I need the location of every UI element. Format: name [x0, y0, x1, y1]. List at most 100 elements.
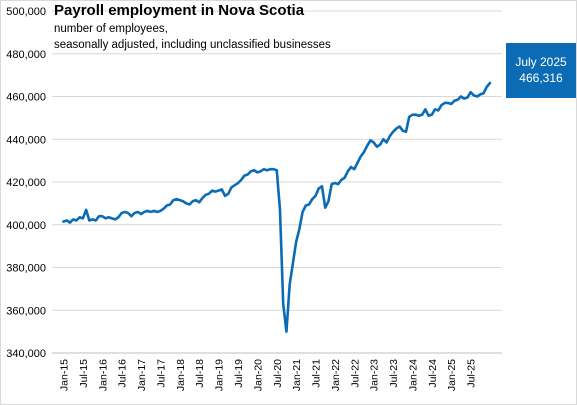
data-point: [357, 162, 359, 164]
y-tick-label: 340,000: [6, 348, 46, 360]
x-tick-label: Jul-23: [388, 359, 400, 388]
data-point: [198, 201, 200, 203]
data-point: [408, 116, 410, 118]
data-point: [360, 155, 362, 157]
data-point: [418, 115, 420, 117]
data-point: [321, 185, 323, 187]
data-point: [447, 102, 449, 104]
data-point: [66, 220, 68, 222]
data-point: [250, 170, 252, 172]
x-tick-label: Jul-18: [194, 359, 206, 388]
data-point: [373, 142, 375, 144]
data-point: [379, 144, 381, 146]
data-point: [182, 200, 184, 202]
data-point: [98, 215, 100, 217]
data-point: [324, 207, 326, 209]
data-point: [85, 209, 87, 211]
data-point: [169, 204, 171, 206]
data-point: [386, 142, 388, 144]
data-point: [434, 108, 436, 110]
x-tick-label: Jul-16: [117, 359, 129, 388]
data-point: [402, 130, 404, 132]
data-point: [395, 128, 397, 130]
data-point: [266, 169, 268, 171]
data-point: [247, 174, 249, 176]
data-point: [214, 191, 216, 193]
data-point: [376, 146, 378, 148]
y-axis: 340,000 360,000 380,000 400,000 420,000 440,0…: [6, 6, 46, 360]
data-point: [244, 175, 246, 177]
x-tick-label: Jul-20: [272, 359, 284, 388]
data-point: [437, 109, 439, 111]
data-point: [108, 216, 110, 218]
data-point: [227, 193, 229, 195]
x-tick-label: Jan-17: [136, 359, 148, 391]
data-point: [311, 198, 313, 200]
data-point: [282, 303, 284, 305]
data-point: [405, 131, 407, 133]
data-point: [240, 179, 242, 181]
data-point: [92, 219, 94, 221]
data-point: [289, 284, 291, 286]
data-point: [392, 131, 394, 133]
y-tick-label: 440,000: [6, 134, 46, 146]
data-point: [218, 190, 220, 192]
chart-subtitle-line-1: number of employees,: [54, 23, 168, 35]
data-point: [140, 213, 142, 215]
data-point: [76, 220, 78, 222]
x-tick-label: Jul-19: [233, 359, 245, 388]
data-point: [424, 108, 426, 110]
data-point: [79, 216, 81, 218]
data-point: [127, 212, 129, 214]
data-point: [114, 219, 116, 221]
data-point: [163, 208, 165, 210]
data-point: [185, 202, 187, 204]
x-tick-label: Jan-18: [175, 359, 187, 391]
data-point: [415, 114, 417, 116]
x-tick-label: Jul-24: [427, 359, 439, 388]
y-tick-label: 380,000: [6, 263, 46, 275]
data-point: [121, 212, 123, 214]
data-point: [353, 168, 355, 170]
data-point: [302, 211, 304, 213]
data-point: [483, 92, 485, 94]
data-point: [315, 195, 317, 197]
data-point: [337, 183, 339, 185]
data-point: [363, 151, 365, 153]
y-tick-label: 360,000: [6, 305, 46, 317]
data-point: [63, 221, 65, 223]
data-point: [124, 211, 126, 213]
x-tick-label: Jan-20: [252, 359, 264, 391]
y-tick-label: 460,000: [6, 92, 46, 104]
data-point: [382, 138, 384, 140]
data-point: [444, 102, 446, 104]
data-point: [331, 183, 333, 185]
data-point: [172, 199, 174, 201]
data-point: [72, 219, 74, 221]
data-point: [334, 182, 336, 184]
data-point: [253, 169, 255, 171]
data-point: [189, 204, 191, 206]
data-point: [195, 199, 197, 201]
data-point: [202, 197, 204, 199]
data-point: [101, 215, 103, 217]
data-point: [153, 210, 155, 212]
data-point: [234, 184, 236, 186]
data-point: [276, 169, 278, 171]
data-point: [221, 189, 223, 191]
data-point: [88, 220, 90, 222]
data-point: [118, 216, 120, 218]
data-point: [208, 193, 210, 195]
data-point: [479, 93, 481, 95]
x-tick-label: Jan-16: [97, 359, 109, 391]
data-point: [466, 97, 468, 99]
data-point: [486, 86, 488, 88]
data-point: [389, 135, 391, 137]
x-tick-label: Jul-21: [311, 359, 323, 388]
x-tick-label: Jul-17: [155, 359, 167, 388]
data-point: [441, 104, 443, 106]
y-tick-label: 420,000: [6, 177, 46, 189]
data-point: [340, 179, 342, 181]
data-point: [237, 182, 239, 184]
